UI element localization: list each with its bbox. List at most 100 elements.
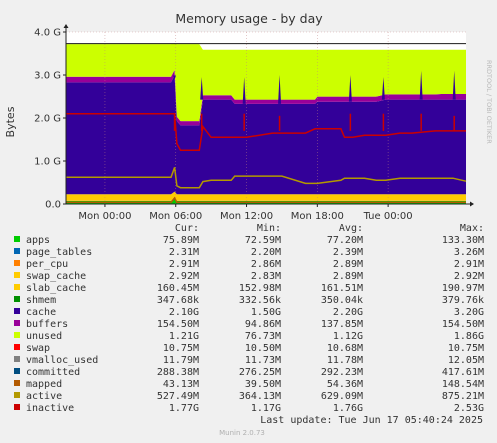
legend-name-unused: unused: [26, 331, 62, 342]
y-axis-label: Bytes: [4, 106, 17, 137]
cache-spike-3: [278, 75, 282, 104]
legend-min-slab_cache: 152.98M: [239, 283, 281, 294]
legend-max-active: 875.21M: [442, 391, 484, 402]
legend-cur-apps: 75.89M: [163, 235, 199, 246]
legend-swatch-active: [14, 392, 20, 398]
legend-min-inactive: 1.17G: [251, 403, 281, 414]
cache-spike-1: [200, 77, 204, 100]
legend-cur-per_cpu: 2.91M: [169, 259, 199, 270]
legend-avg-slab_cache: 161.51M: [321, 283, 363, 294]
legend-avg-buffers: 137.85M: [321, 319, 363, 330]
legend-min-page_tables: 2.20M: [251, 247, 281, 258]
legend-min-per_cpu: 2.86M: [251, 259, 281, 270]
last-update: Last update: Tue Jun 17 05:40:24 2025: [260, 415, 483, 426]
line-mapped: [66, 196, 466, 204]
legend-max-inactive: 2.53G: [454, 403, 484, 414]
legend-avg-swap_cache: 2.89M: [333, 271, 363, 282]
legend-cur-inactive: 1.77G: [169, 403, 199, 414]
legend-name-apps: apps: [26, 235, 50, 246]
side-watermark: RRDTOOL / TOBI OETIKER: [485, 60, 493, 144]
legend-name-swap: swap: [26, 343, 50, 354]
legend-avg-shmem: 350.04k: [321, 295, 363, 306]
legend-swatch-swap: [14, 344, 20, 350]
legend-swatch-inactive: [14, 404, 20, 410]
legend-swatch-apps: [14, 236, 20, 242]
legend-cur-mapped: 43.13M: [163, 379, 199, 390]
legend-avg-inactive: 1.76G: [333, 403, 363, 414]
legend-cur-unused: 1.21G: [169, 331, 199, 342]
x-tick-label-1: Mon 06:00: [149, 211, 202, 222]
legend-name-slab_cache: slab_cache: [26, 283, 86, 294]
x-tick-label-4: Tue 00:00: [363, 211, 413, 222]
legend-max-swap: 10.75M: [448, 343, 484, 354]
legend-name-swap_cache: swap_cache: [26, 271, 86, 282]
legend-swatch-unused: [14, 332, 20, 338]
legend-max-vmalloc_used: 12.05M: [448, 355, 484, 366]
legend-avg-unused: 1.12G: [333, 331, 363, 342]
legend-avg-apps: 77.20M: [327, 235, 363, 246]
legend-max-shmem: 379.76k: [442, 295, 484, 306]
legend-min-shmem: 332.56k: [239, 295, 281, 306]
legend-max-page_tables: 3.26M: [454, 247, 484, 258]
cache-spike-4: [348, 75, 352, 102]
legend-swatch-cache: [14, 308, 20, 314]
line-inactive: [66, 112, 466, 152]
legend-min-buffers: 94.86M: [245, 319, 281, 330]
y-axis-arrow: [63, 24, 69, 28]
legend-min-active: 364.13M: [239, 391, 281, 402]
legend-cur-shmem: 347.68k: [157, 295, 199, 306]
legend-avg-vmalloc_used: 11.78M: [327, 355, 363, 366]
legend-max-cache: 3.20G: [454, 307, 484, 318]
legend-cur-buffers: 154.50M: [157, 319, 199, 330]
legend-swatch-vmalloc_used: [14, 356, 20, 362]
legend-cur-cache: 2.10G: [169, 307, 199, 318]
legend-name-buffers: buffers: [26, 319, 68, 330]
legend-min-unused: 76.73M: [245, 331, 281, 342]
y-tick-label-2: 2.0 G: [34, 114, 61, 125]
legend-cur-page_tables: 2.31M: [169, 247, 199, 258]
munin-version: Munin 2.0.73: [219, 429, 265, 437]
y-tick-label-0: 0.0: [45, 200, 61, 211]
chart-title: Memory usage - by day: [175, 11, 323, 26]
legend-max-buffers: 154.50M: [442, 319, 484, 330]
legend-swatch-swap_cache: [14, 272, 20, 278]
legend-cur-slab_cache: 160.45M: [157, 283, 199, 294]
legend-swatch-committed: [14, 368, 20, 374]
legend-avg-committed: 292.23M: [321, 367, 363, 378]
legend-avg-per_cpu: 2.89M: [333, 259, 363, 270]
legend-cur-active: 527.49M: [157, 391, 199, 402]
legend-avg-page_tables: 2.39M: [333, 247, 363, 258]
legend-max-committed: 417.61M: [442, 367, 484, 378]
legend-avg-mapped: 54.36M: [327, 379, 363, 390]
legend-avg-swap: 10.68M: [327, 343, 363, 354]
y-tick-label-4: 4.0 G: [34, 28, 61, 39]
legend-header-3: Avg:: [339, 223, 363, 234]
x-tick-label-0: Mon 00:00: [78, 211, 131, 222]
legend-name-shmem: shmem: [26, 295, 56, 306]
legend-header-2: Min:: [257, 223, 281, 234]
y-tick-label-1: 1.0 G: [34, 157, 61, 168]
legend-cur-swap: 10.75M: [163, 343, 199, 354]
x-tick-label-3: Mon 18:00: [291, 211, 344, 222]
legend-name-inactive: inactive: [26, 403, 74, 414]
cache-spike-0: [173, 75, 177, 80]
legend-header-1: Cur:: [175, 223, 199, 234]
legend-name-cache: cache: [26, 307, 56, 318]
legend-min-swap_cache: 2.83M: [251, 271, 281, 282]
legend-max-swap_cache: 2.92M: [454, 271, 484, 282]
area-buffers: [66, 69, 466, 126]
legend-min-swap: 10.50M: [245, 343, 281, 354]
legend-name-per_cpu: per_cpu: [26, 259, 68, 270]
cache-spike-7: [452, 70, 456, 100]
legend-cur-vmalloc_used: 11.79M: [163, 355, 199, 366]
x-tick-label-2: Mon 12:00: [220, 211, 273, 222]
x-axis-arrow: [470, 201, 474, 207]
legend-cur-swap_cache: 2.92M: [169, 271, 199, 282]
legend-min-committed: 276.25M: [239, 367, 281, 378]
line-active: [66, 167, 467, 189]
legend-min-mapped: 39.50M: [245, 379, 281, 390]
legend-swatch-page_tables: [14, 248, 20, 254]
legend-name-vmalloc_used: vmalloc_used: [26, 355, 98, 366]
legend-avg-cache: 2.20G: [333, 307, 363, 318]
